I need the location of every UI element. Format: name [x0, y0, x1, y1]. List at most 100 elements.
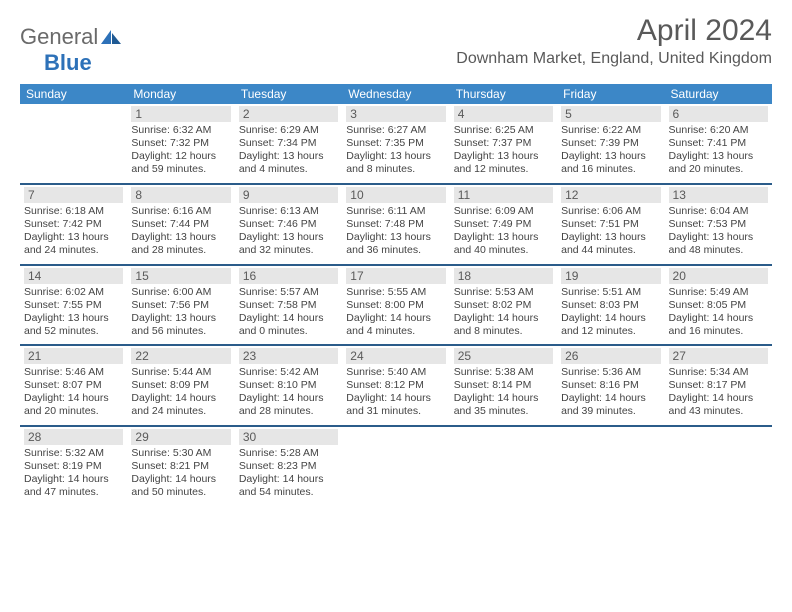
day-details: Sunrise: 5:49 AMSunset: 8:05 PMDaylight:… — [669, 286, 768, 339]
daylight-line1: Daylight: 14 hours — [454, 312, 539, 324]
sunset: Sunset: 8:17 PM — [669, 379, 747, 391]
daylight-line2: and 50 minutes. — [131, 486, 206, 498]
daylight-line1: Daylight: 13 hours — [24, 312, 109, 324]
daylight-line1: Daylight: 14 hours — [239, 312, 324, 324]
day-cell: 25Sunrise: 5:38 AMSunset: 8:14 PMDayligh… — [450, 345, 557, 426]
day-number: 10 — [346, 187, 445, 203]
daylight-line2: and 31 minutes. — [346, 405, 421, 417]
weekday-header-row: Sunday Monday Tuesday Wednesday Thursday… — [20, 84, 772, 104]
daylight-line2: and 12 minutes. — [561, 325, 636, 337]
daylight-line2: and 12 minutes. — [454, 163, 529, 175]
day-details: Sunrise: 6:00 AMSunset: 7:56 PMDaylight:… — [131, 286, 230, 339]
day-number: 2 — [239, 106, 338, 122]
sunset: Sunset: 7:32 PM — [131, 137, 209, 149]
day-cell: 7Sunrise: 6:18 AMSunset: 7:42 PMDaylight… — [20, 184, 127, 265]
daylight-line2: and 8 minutes. — [346, 163, 415, 175]
empty-cell — [450, 426, 557, 506]
daylight-line2: and 48 minutes. — [669, 244, 744, 256]
sunrise: Sunrise: 6:27 AM — [346, 124, 426, 136]
daylight-line2: and 16 minutes. — [561, 163, 636, 175]
daylight-line2: and 54 minutes. — [239, 486, 314, 498]
sunrise: Sunrise: 5:28 AM — [239, 447, 319, 459]
sunrise: Sunrise: 6:32 AM — [131, 124, 211, 136]
calendar-row: 21Sunrise: 5:46 AMSunset: 8:07 PMDayligh… — [20, 345, 772, 426]
day-cell: 27 Sunrise: 5:34 AMSunset: 8:17 PMDayligh… — [665, 345, 772, 426]
day-cell: 29Sunrise: 5:30 AMSunset: 8:21 PMDayligh… — [127, 426, 234, 506]
sunrise: Sunrise: 5:30 AM — [131, 447, 211, 459]
sunset: Sunset: 8:00 PM — [346, 299, 424, 311]
daylight-line1: Daylight: 14 hours — [346, 392, 431, 404]
day-number: 22 — [131, 348, 230, 364]
daylight-line1: Daylight: 12 hours — [131, 150, 216, 162]
daylight-line2: and 35 minutes. — [454, 405, 529, 417]
sunrise: Sunrise: 6:16 AM — [131, 205, 211, 217]
sunset: Sunset: 8:19 PM — [24, 460, 102, 472]
daylight-line2: and 24 minutes. — [131, 405, 206, 417]
day-number: 11 — [454, 187, 553, 203]
daylight-line1: Daylight: 14 hours — [239, 473, 324, 485]
sunrise: Sunrise: 6:22 AM — [561, 124, 641, 136]
calendar-row: 14Sunrise: 6:02 AMSunset: 7:55 PMDayligh… — [20, 265, 772, 346]
day-number: 20 — [669, 268, 768, 284]
daylight-line1: Daylight: 14 hours — [346, 312, 431, 324]
logo-text-2: Blue — [44, 50, 92, 75]
sunrise: Sunrise: 6:04 AM — [669, 205, 749, 217]
daylight-line2: and 24 minutes. — [24, 244, 99, 256]
sunrise: Sunrise: 5:57 AM — [239, 286, 319, 298]
day-number: 14 — [24, 268, 123, 284]
daylight-line1: Daylight: 13 hours — [239, 150, 324, 162]
day-number: 26 — [561, 348, 660, 364]
day-cell: 15Sunrise: 6:00 AMSunset: 7:56 PMDayligh… — [127, 265, 234, 346]
day-number: 6 — [669, 106, 768, 122]
daylight-line1: Daylight: 14 hours — [239, 392, 324, 404]
day-details: Sunrise: 6:27 AMSunset: 7:35 PMDaylight:… — [346, 124, 445, 177]
daylight-line1: Daylight: 14 hours — [131, 392, 216, 404]
day-number: 17 — [346, 268, 445, 284]
calendar-row: 28Sunrise: 5:32 AMSunset: 8:19 PMDayligh… — [20, 426, 772, 506]
day-cell: 26 Sunrise: 5:36 AMSunset: 8:16 PMDayligh… — [557, 345, 664, 426]
sunset: Sunset: 7:41 PM — [669, 137, 747, 149]
day-cell: 10Sunrise: 6:11 AMSunset: 7:48 PMDayligh… — [342, 184, 449, 265]
daylight-line1: Daylight: 14 hours — [454, 392, 539, 404]
sunset: Sunset: 7:42 PM — [24, 218, 102, 230]
day-details: Sunrise: 6:22 AMSunset: 7:39 PMDaylight:… — [561, 124, 660, 177]
daylight-line1: Daylight: 14 hours — [669, 312, 754, 324]
sunset: Sunset: 8:05 PM — [669, 299, 747, 311]
day-number: 27 — [669, 348, 768, 364]
calendar-row: 7Sunrise: 6:18 AMSunset: 7:42 PMDaylight… — [20, 184, 772, 265]
day-number: 3 — [346, 106, 445, 122]
day-cell: 12Sunrise: 6:06 AMSunset: 7:51 PMDayligh… — [557, 184, 664, 265]
daylight-line1: Daylight: 13 hours — [454, 231, 539, 243]
sunset: Sunset: 8:12 PM — [346, 379, 424, 391]
day-cell: 19Sunrise: 5:51 AMSunset: 8:03 PMDayligh… — [557, 265, 664, 346]
sunset: Sunset: 8:21 PM — [131, 460, 209, 472]
day-details: Sunrise: 5:30 AMSunset: 8:21 PMDaylight:… — [131, 447, 230, 500]
sunset: Sunset: 7:44 PM — [131, 218, 209, 230]
day-details: Sunrise: 6:25 AMSunset: 7:37 PMDaylight:… — [454, 124, 553, 177]
empty-cell — [557, 426, 664, 506]
daylight-line1: Daylight: 13 hours — [346, 231, 431, 243]
day-details: Sunrise: 5:36 AMSunset: 8:16 PMDaylight:… — [561, 366, 660, 419]
sunset: Sunset: 8:23 PM — [239, 460, 317, 472]
daylight-line1: Daylight: 13 hours — [131, 312, 216, 324]
weekday-thu: Thursday — [450, 84, 557, 104]
sunrise: Sunrise: 5:44 AM — [131, 366, 211, 378]
sunset: Sunset: 7:56 PM — [131, 299, 209, 311]
daylight-line1: Daylight: 13 hours — [239, 231, 324, 243]
daylight-line1: Daylight: 14 hours — [561, 392, 646, 404]
sunset: Sunset: 7:55 PM — [24, 299, 102, 311]
sunrise: Sunrise: 6:20 AM — [669, 124, 749, 136]
day-number: 5 — [561, 106, 660, 122]
daylight-line2: and 20 minutes. — [24, 405, 99, 417]
day-cell: 22 Sunrise: 5:44 AMSunset: 8:09 PMDayligh… — [127, 345, 234, 426]
day-details: Sunrise: 5:42 AMSunset: 8:10 PMDaylight:… — [239, 366, 338, 419]
day-details: Sunrise: 6:29 AMSunset: 7:34 PMDaylight:… — [239, 124, 338, 177]
sunset: Sunset: 8:09 PM — [131, 379, 209, 391]
logo-sail-icon — [100, 29, 122, 45]
daylight-line2: and 4 minutes. — [239, 163, 308, 175]
daylight-line2: and 36 minutes. — [346, 244, 421, 256]
daylight-line1: Daylight: 13 hours — [131, 231, 216, 243]
day-details: Sunrise: 5:34 AMSunset: 8:17 PMDaylight:… — [669, 366, 768, 419]
month-title: April 2024 — [456, 14, 772, 48]
sunrise: Sunrise: 5:40 AM — [346, 366, 426, 378]
